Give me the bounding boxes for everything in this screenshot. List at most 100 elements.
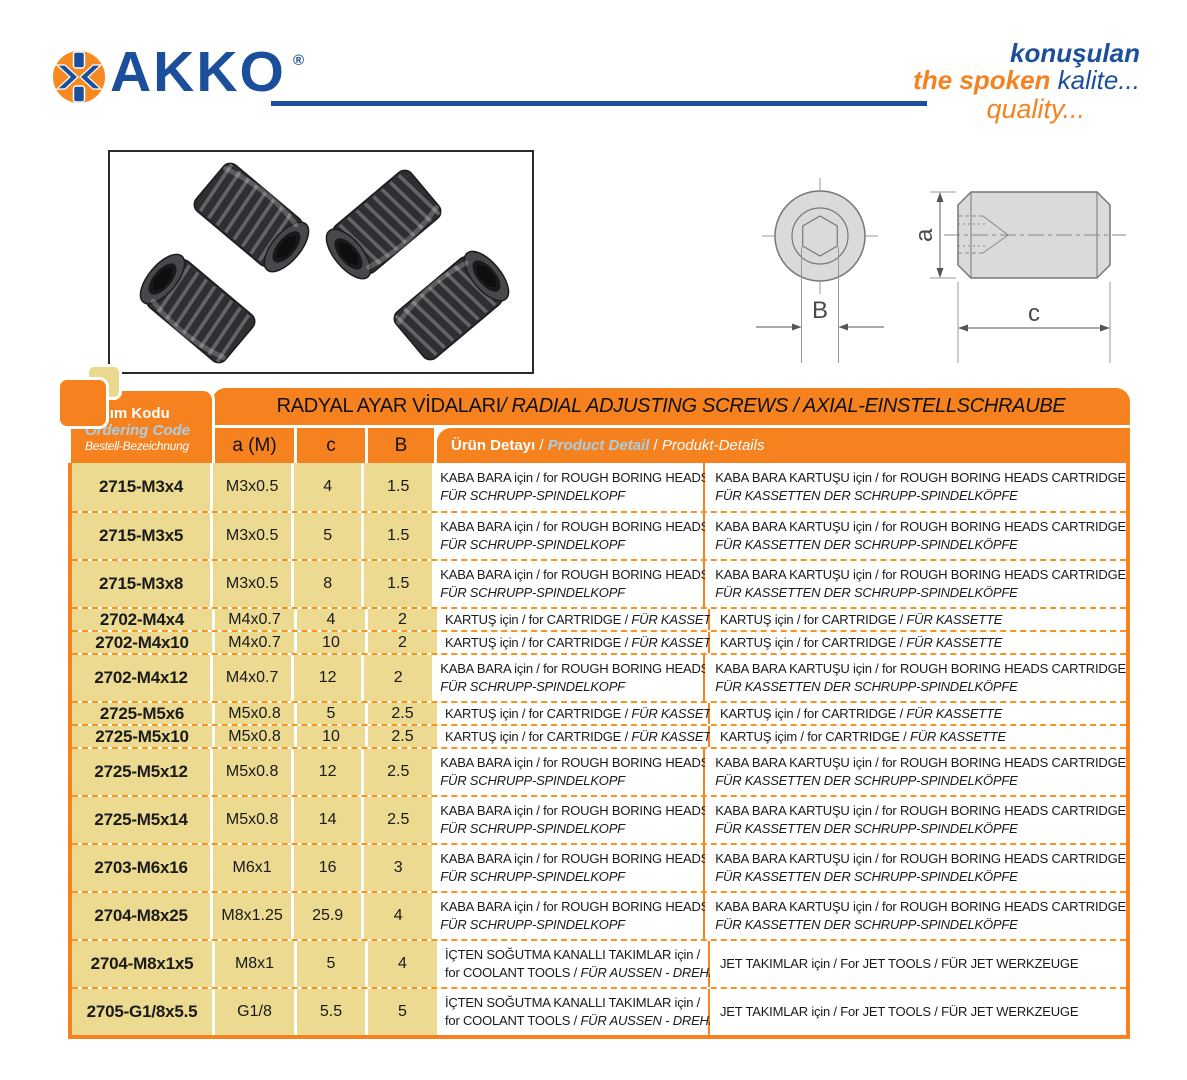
length-c-cell: 12 <box>294 655 365 701</box>
detail-right-cell: KABA BARA KARTUŞU için / for ROUGH BORIN… <box>705 561 1126 607</box>
set-screw <box>319 167 445 286</box>
table-row: 2725-M5x6 M5x0.8 5 2.5 KARTUŞ için / for… <box>72 701 1126 724</box>
table-body: 2715-M3x4 M3x0.5 4 1.5 KABA BARA için / … <box>68 463 1130 1039</box>
table-title-main: RADYAL AYAR VİDALARI <box>276 395 502 417</box>
ordering-code-cell: 2702-M4x10 <box>72 632 215 653</box>
hex-b-cell: 1.5 <box>364 463 433 511</box>
table-title-translations: / RADIAL ADJUSTING SCREWS / AXIAL-EINSTE… <box>501 395 1066 417</box>
ordering-code-cell: 2715-M3x4 <box>72 463 214 511</box>
hex-b-cell: 2 <box>364 655 433 701</box>
set-screw <box>391 244 517 363</box>
table-row: 2715-M3x8 M3x0.5 8 1.5 KABA BARA için / … <box>72 559 1126 607</box>
length-c-cell: 12 <box>294 749 365 795</box>
detail-left-cell: İÇTEN SOĞUTMA KANALLI TAKIMLAR için / fo… <box>437 989 758 1035</box>
hex-b-cell: 2.5 <box>368 703 437 724</box>
length-c-cell: 4 <box>294 463 365 511</box>
length-c-cell: 5 <box>297 703 368 724</box>
brand-name: AKKO <box>110 40 286 104</box>
table-row: 2725-M5x14 M5x0.8 14 2.5 KABA BARA için … <box>72 795 1126 843</box>
ordering-code-cell: 2702-M4x4 <box>72 609 215 630</box>
length-c-cell: 5 <box>297 941 368 987</box>
table-row: 2703-M6x16 M6x1 16 3 KABA BARA için / fo… <box>72 843 1126 891</box>
detail-header: Ürün Detayı / Product Detail / Produkt-D… <box>437 428 1130 463</box>
code-header-english: Ordering Code <box>85 422 191 440</box>
length-c-cell: 16 <box>294 845 365 891</box>
detail-right-cell: KABA BARA KARTUŞU için / for ROUGH BORIN… <box>705 893 1126 939</box>
table-row: 2725-M5x10 M5x0.8 10 2.5 KARTUŞ için / f… <box>72 724 1126 747</box>
thread-size-cell: G1/8 <box>215 989 297 1035</box>
column-header-row: a (M) c B Ürün Detayı / Product Detail /… <box>212 428 1130 463</box>
detail-left-cell: İÇTEN SOĞUTMA KANALLI TAKIMLAR için / fo… <box>437 941 758 987</box>
table-row: 2704-M8x1x5 M8x1 5 4 İÇTEN SOĞUTMA KANAL… <box>72 939 1126 987</box>
thread-size-cell: M6x1 <box>213 845 295 891</box>
column-header-b: B <box>368 428 434 463</box>
thread-size-cell: M5x0.8 <box>213 749 295 795</box>
thread-size-cell: M4x0.7 <box>213 655 295 701</box>
dim-c-label: c <box>1028 300 1040 327</box>
thread-size-cell: M5x0.8 <box>215 703 297 724</box>
detail-left-cell: KARTUŞ için / for CARTRIDGE / FÜR KASSET… <box>437 726 727 747</box>
thread-size-cell: M8x1.25 <box>213 893 295 939</box>
thread-size-cell: M5x0.8 <box>213 797 295 843</box>
detail-left-cell: KARTUŞ için / for CARTRIDGE / FÜR KASSET… <box>437 703 727 724</box>
hex-b-cell: 3 <box>364 845 433 891</box>
length-c-cell: 8 <box>294 561 365 607</box>
ordering-code-cell: 2703-M6x16 <box>72 845 214 891</box>
length-c-cell: 10 <box>297 726 368 747</box>
detail-left-cell: KABA BARA için / for ROUGH BORING HEADS … <box>432 749 709 795</box>
ordering-code-cell: 2702-M4x12 <box>72 655 214 701</box>
detail-left-cell: KABA BARA için / for ROUGH BORING HEADS … <box>432 513 709 559</box>
length-c-cell: 5.5 <box>297 989 368 1035</box>
detail-left-cell: KABA BARA için / for ROUGH BORING HEADS … <box>432 845 709 891</box>
hex-b-cell: 5 <box>368 989 437 1035</box>
detail-left-cell: KARTUŞ için / for CARTRIDGE / FÜR KASSET… <box>437 632 727 653</box>
detail-right-cell: KARTUŞ için / for CARTRIDGE / FÜR KASSET… <box>710 632 1126 653</box>
set-screw <box>191 160 317 279</box>
thread-size-cell: M3x0.5 <box>213 513 295 559</box>
detail-right-cell: KABA BARA KARTUŞU için / for ROUGH BORIN… <box>705 513 1126 559</box>
thread-size-cell: M4x0.7 <box>215 609 297 630</box>
detail-right-cell: KABA BARA KARTUŞU için / for ROUGH BORIN… <box>705 655 1126 701</box>
thread-size-cell: M4x0.7 <box>215 632 297 653</box>
ordering-code-cell: 2704-M8x1x5 <box>72 941 215 987</box>
detail-left-cell: KABA BARA için / for ROUGH BORING HEADS … <box>432 797 709 843</box>
ordering-code-cell: 2715-M3x5 <box>72 513 214 559</box>
length-c-cell: 4 <box>297 609 368 630</box>
tagline-mixed: the spoken kalite... <box>913 65 1140 96</box>
table-row: 2715-M3x5 M3x0.5 5 1.5 KABA BARA için / … <box>72 511 1126 559</box>
hex-b-cell: 4 <box>368 941 437 987</box>
tagline: konuşulan the spoken kalite... quality..… <box>913 38 1140 124</box>
ordering-code-cell: 2715-M3x8 <box>72 561 214 607</box>
detail-left-cell: KARTUŞ için / for CARTRIDGE / FÜR KASSET… <box>437 609 727 630</box>
brand-underline <box>271 101 927 106</box>
hex-b-cell: 2.5 <box>368 726 437 747</box>
table-row: 2704-M8x25 M8x1.25 25.9 4 KABA BARA için… <box>72 891 1126 939</box>
detail-left-cell: KABA BARA için / for ROUGH BORING HEADS … <box>432 561 709 607</box>
hex-b-cell: 2.5 <box>364 749 433 795</box>
hex-b-cell: 2.5 <box>364 797 433 843</box>
registered-mark: ® <box>293 52 305 69</box>
end-view: B <box>756 178 884 363</box>
technical-drawing: B a c <box>756 178 1126 363</box>
detail-right-cell: KARTUŞ için / for CARTRIDGE / FÜR KASSET… <box>710 703 1126 724</box>
tagline-english: quality... <box>986 93 1085 124</box>
thread-size-cell: M5x0.8 <box>215 726 297 747</box>
detail-right-cell: KARTUŞ için / for CARTRIDGE / FÜR KASSET… <box>710 609 1126 630</box>
thread-size-cell: M8x1 <box>215 941 297 987</box>
table-title: RADYAL AYAR VİDALARI / RADIAL ADJUSTING … <box>212 388 1130 425</box>
hex-b-cell: 4 <box>364 893 433 939</box>
corner-tab-large <box>57 377 109 429</box>
side-view: a c <box>911 191 1126 363</box>
hex-b-cell: 1.5 <box>364 561 433 607</box>
detail-right-cell: JET TAKIMLAR için / For JET TOOLS / FÜR … <box>710 989 1126 1035</box>
table-row: 2702-M4x4 M4x0.7 4 2 KARTUŞ için / for C… <box>72 607 1126 630</box>
detail-left-cell: KABA BARA için / for ROUGH BORING HEADS … <box>432 463 709 511</box>
length-c-cell: 14 <box>294 797 365 843</box>
column-header-a: a (M) <box>215 428 294 463</box>
table-row: 2705-G1/8x5.5 G1/8 5.5 5 İÇTEN SOĞUTMA K… <box>72 987 1126 1035</box>
ordering-code-cell: 2704-M8x25 <box>72 893 214 939</box>
set-screw <box>133 247 259 366</box>
hex-b-cell: 1.5 <box>364 513 433 559</box>
tagline-turkish: konuşulan <box>1009 38 1140 68</box>
